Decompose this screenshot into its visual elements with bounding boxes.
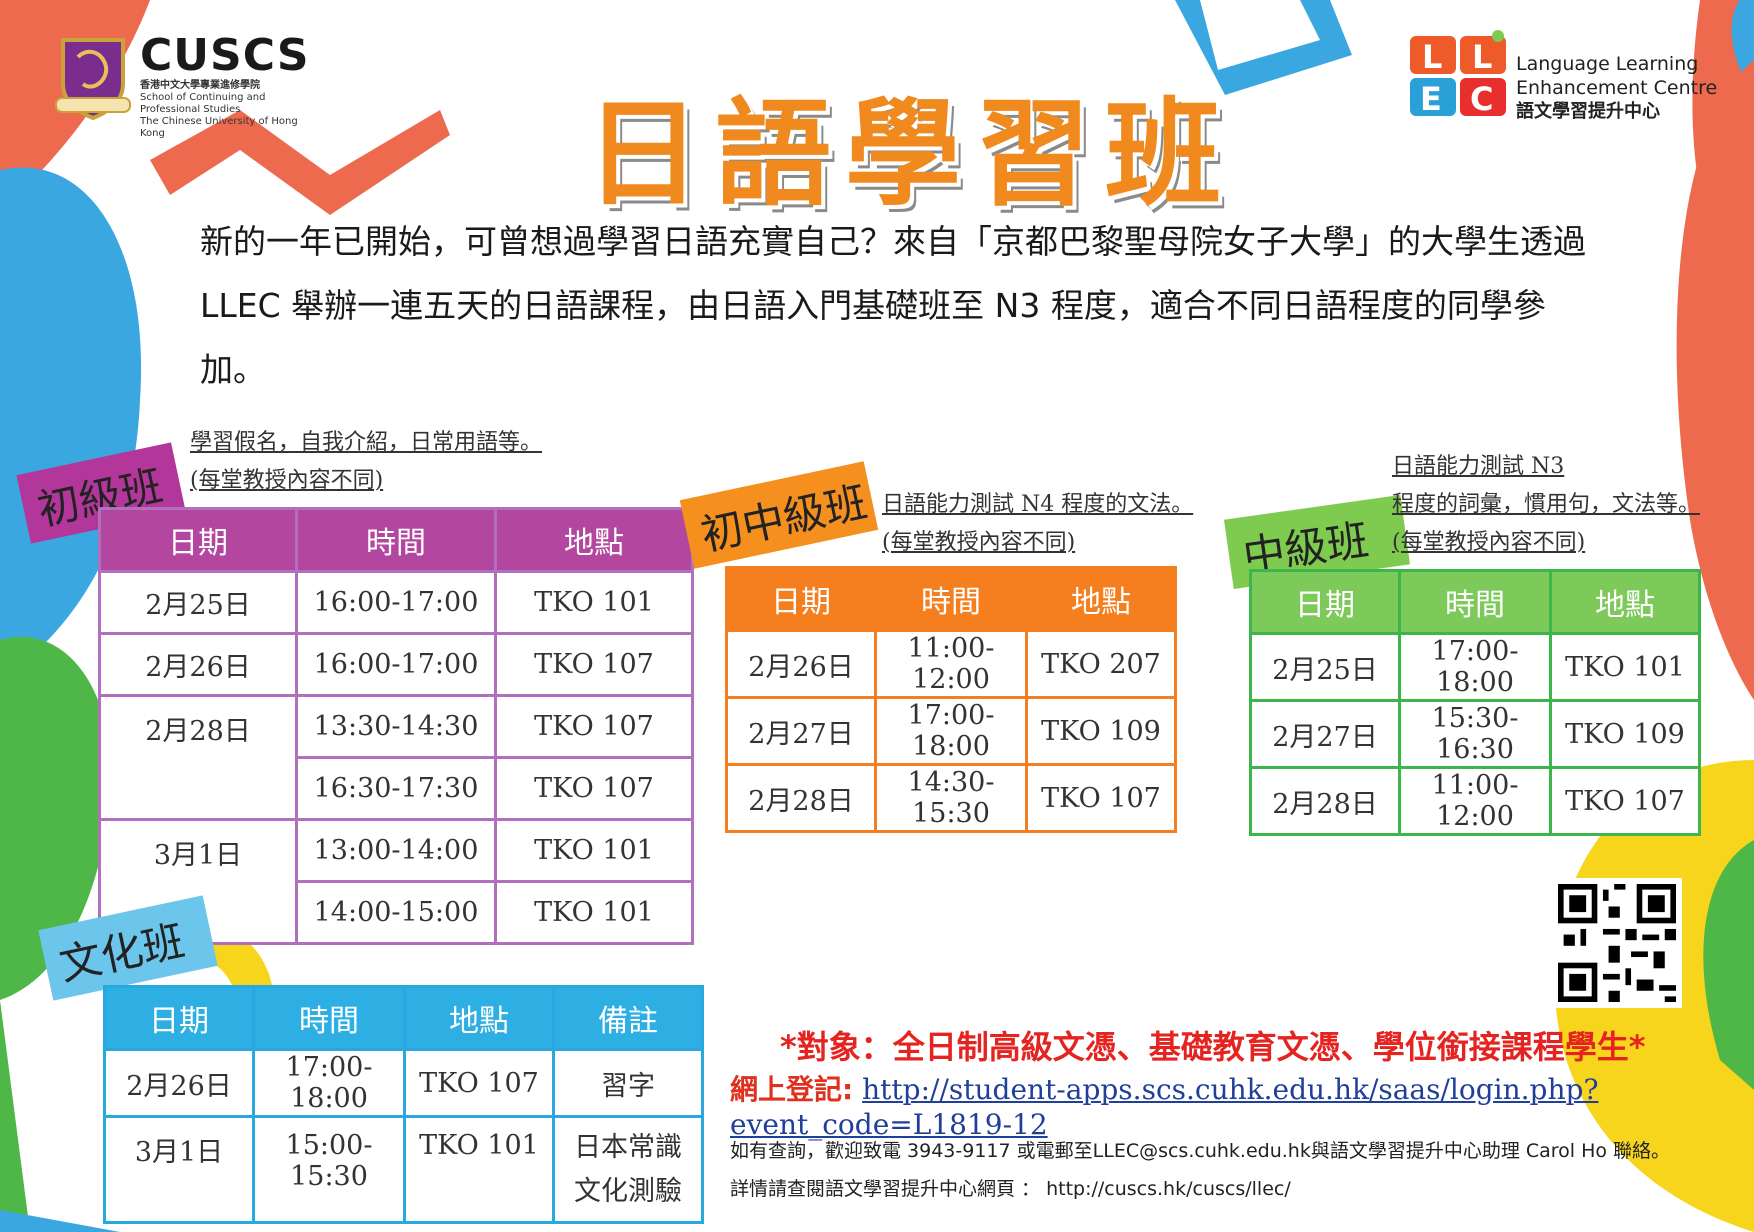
table-row: 2月28日 13:30-14:30 TKO 107 [98,694,694,821]
beginner-note: 學習假名，自我介紹，日常用語等。 (每堂教授內容不同) [190,430,543,493]
llec-logo: L L E C [1410,30,1506,118]
table-row: 14:00-15:00 TKO 101 [100,880,694,945]
qr-code[interactable] [1552,878,1682,1008]
col-time: 時間 [874,566,1028,632]
registration-link[interactable]: http://student-apps.scs.cuhk.edu.hk/saas… [730,1073,1599,1141]
cuscs-subtitle: 香港中文大學專業進修學院 School of Continuing and Pr… [140,80,298,139]
col-venue: 地點 [1025,566,1177,632]
intermediate-note: 日語能力測試 N3 程度的詞彙，慣用句，文法等。 (每堂教授內容不同) [1392,454,1701,555]
table-row: 16:30-17:30 TKO 107 [100,756,694,821]
cuhk-crest-logo [55,38,131,121]
svg-text:E: E [1420,80,1442,118]
registration-label: 網上登記: [730,1073,854,1106]
table-row: 2月28日 11:00-12:00 TKO 107 [1249,766,1701,836]
table-row: 2月25日 16:00-17:00 TKO 101 [98,570,694,635]
intermediate-table: 日期 時間 地點 2月25日 17:00-18:00 TKO 101 2月27日 15… [1249,569,1701,836]
pre-intermediate-note: 日語能力測試 N4 程度的文法。 (每堂教授內容不同) [882,492,1194,555]
pre-intermediate-table: 日期 時間 地點 2月26日 11:00-12:00 TKO 207 2月27日 17… [725,566,1177,833]
col-remark: 備註 [552,985,704,1051]
table-row: 2月27日 17:00-18:00 TKO 109 [725,696,1177,766]
table-row: 3月1日 13:00-14:00 TKO 101 [98,818,694,945]
svg-text:L: L [1422,38,1442,76]
culture-table: 日期 時間 地點 備註 2月26日 17:00-18:00 TKO 107 習字 3月… [103,985,704,1224]
llec-name: Language Learning Enhancement Centre 語文學… [1516,53,1718,122]
col-venue: 地點 [403,985,555,1051]
table-row: 3月1日 15:00-15:30 TKO 101 日本常識 文化測驗 [103,1115,704,1224]
page-title: 日語學習班 [585,87,1235,222]
col-date: 日期 [103,985,255,1051]
table-row: 2月25日 17:00-18:00 TKO 101 [1249,632,1701,702]
col-venue: 地點 [1549,569,1701,635]
table-row: 2月28日 14:30-15:30 TKO 107 [725,763,1177,833]
contact-line: 如有查詢，歡迎致電 3943-9117 或電郵至LLEC@scs.cuhk.ed… [730,1140,1671,1162]
table-row: 2月27日 15:30-16:30 TKO 109 [1249,699,1701,769]
table-row: 2月26日 17:00-18:00 TKO 107 習字 [103,1048,704,1118]
registration: 網上登記: http://student-apps.scs.cuhk.edu.h… [730,1068,1754,1141]
col-time: 時間 [252,985,406,1051]
col-date: 日期 [725,566,877,632]
contact-info: 如有查詢，歡迎致電 3943-9117 或電郵至LLEC@scs.cuhk.ed… [730,1132,1670,1208]
col-date: 日期 [98,507,298,573]
table-row: 2月26日 16:00-17:00 TKO 107 [98,632,694,697]
cuscs-logo-text: CUSCS [140,30,310,81]
table-row: 2月26日 11:00-12:00 TKO 207 [725,629,1177,699]
svg-text:L: L [1472,38,1492,76]
website-line: 詳情請查閱語文學習提升中心網頁 ： http://cuscs.hk/cuscs/… [730,1178,1291,1200]
svg-text:C: C [1470,80,1493,118]
col-date: 日期 [1249,569,1401,635]
col-time: 時間 [1398,569,1552,635]
col-venue: 地點 [494,507,694,573]
target-audience: *對象：全日制高級文憑、基礎教育文憑、學位銜接課程學生* [780,1028,1646,1066]
intro-paragraph: 新的一年已開始，可曾想過學習日語充實自己？來自「京都巴黎聖母院女子大學」的大學生… [200,222,1586,389]
beginner-table: 日期 時間 地點 2月25日 16:00-17:00 TKO 101 2月26日 16… [98,507,694,945]
col-time: 時間 [295,507,497,573]
